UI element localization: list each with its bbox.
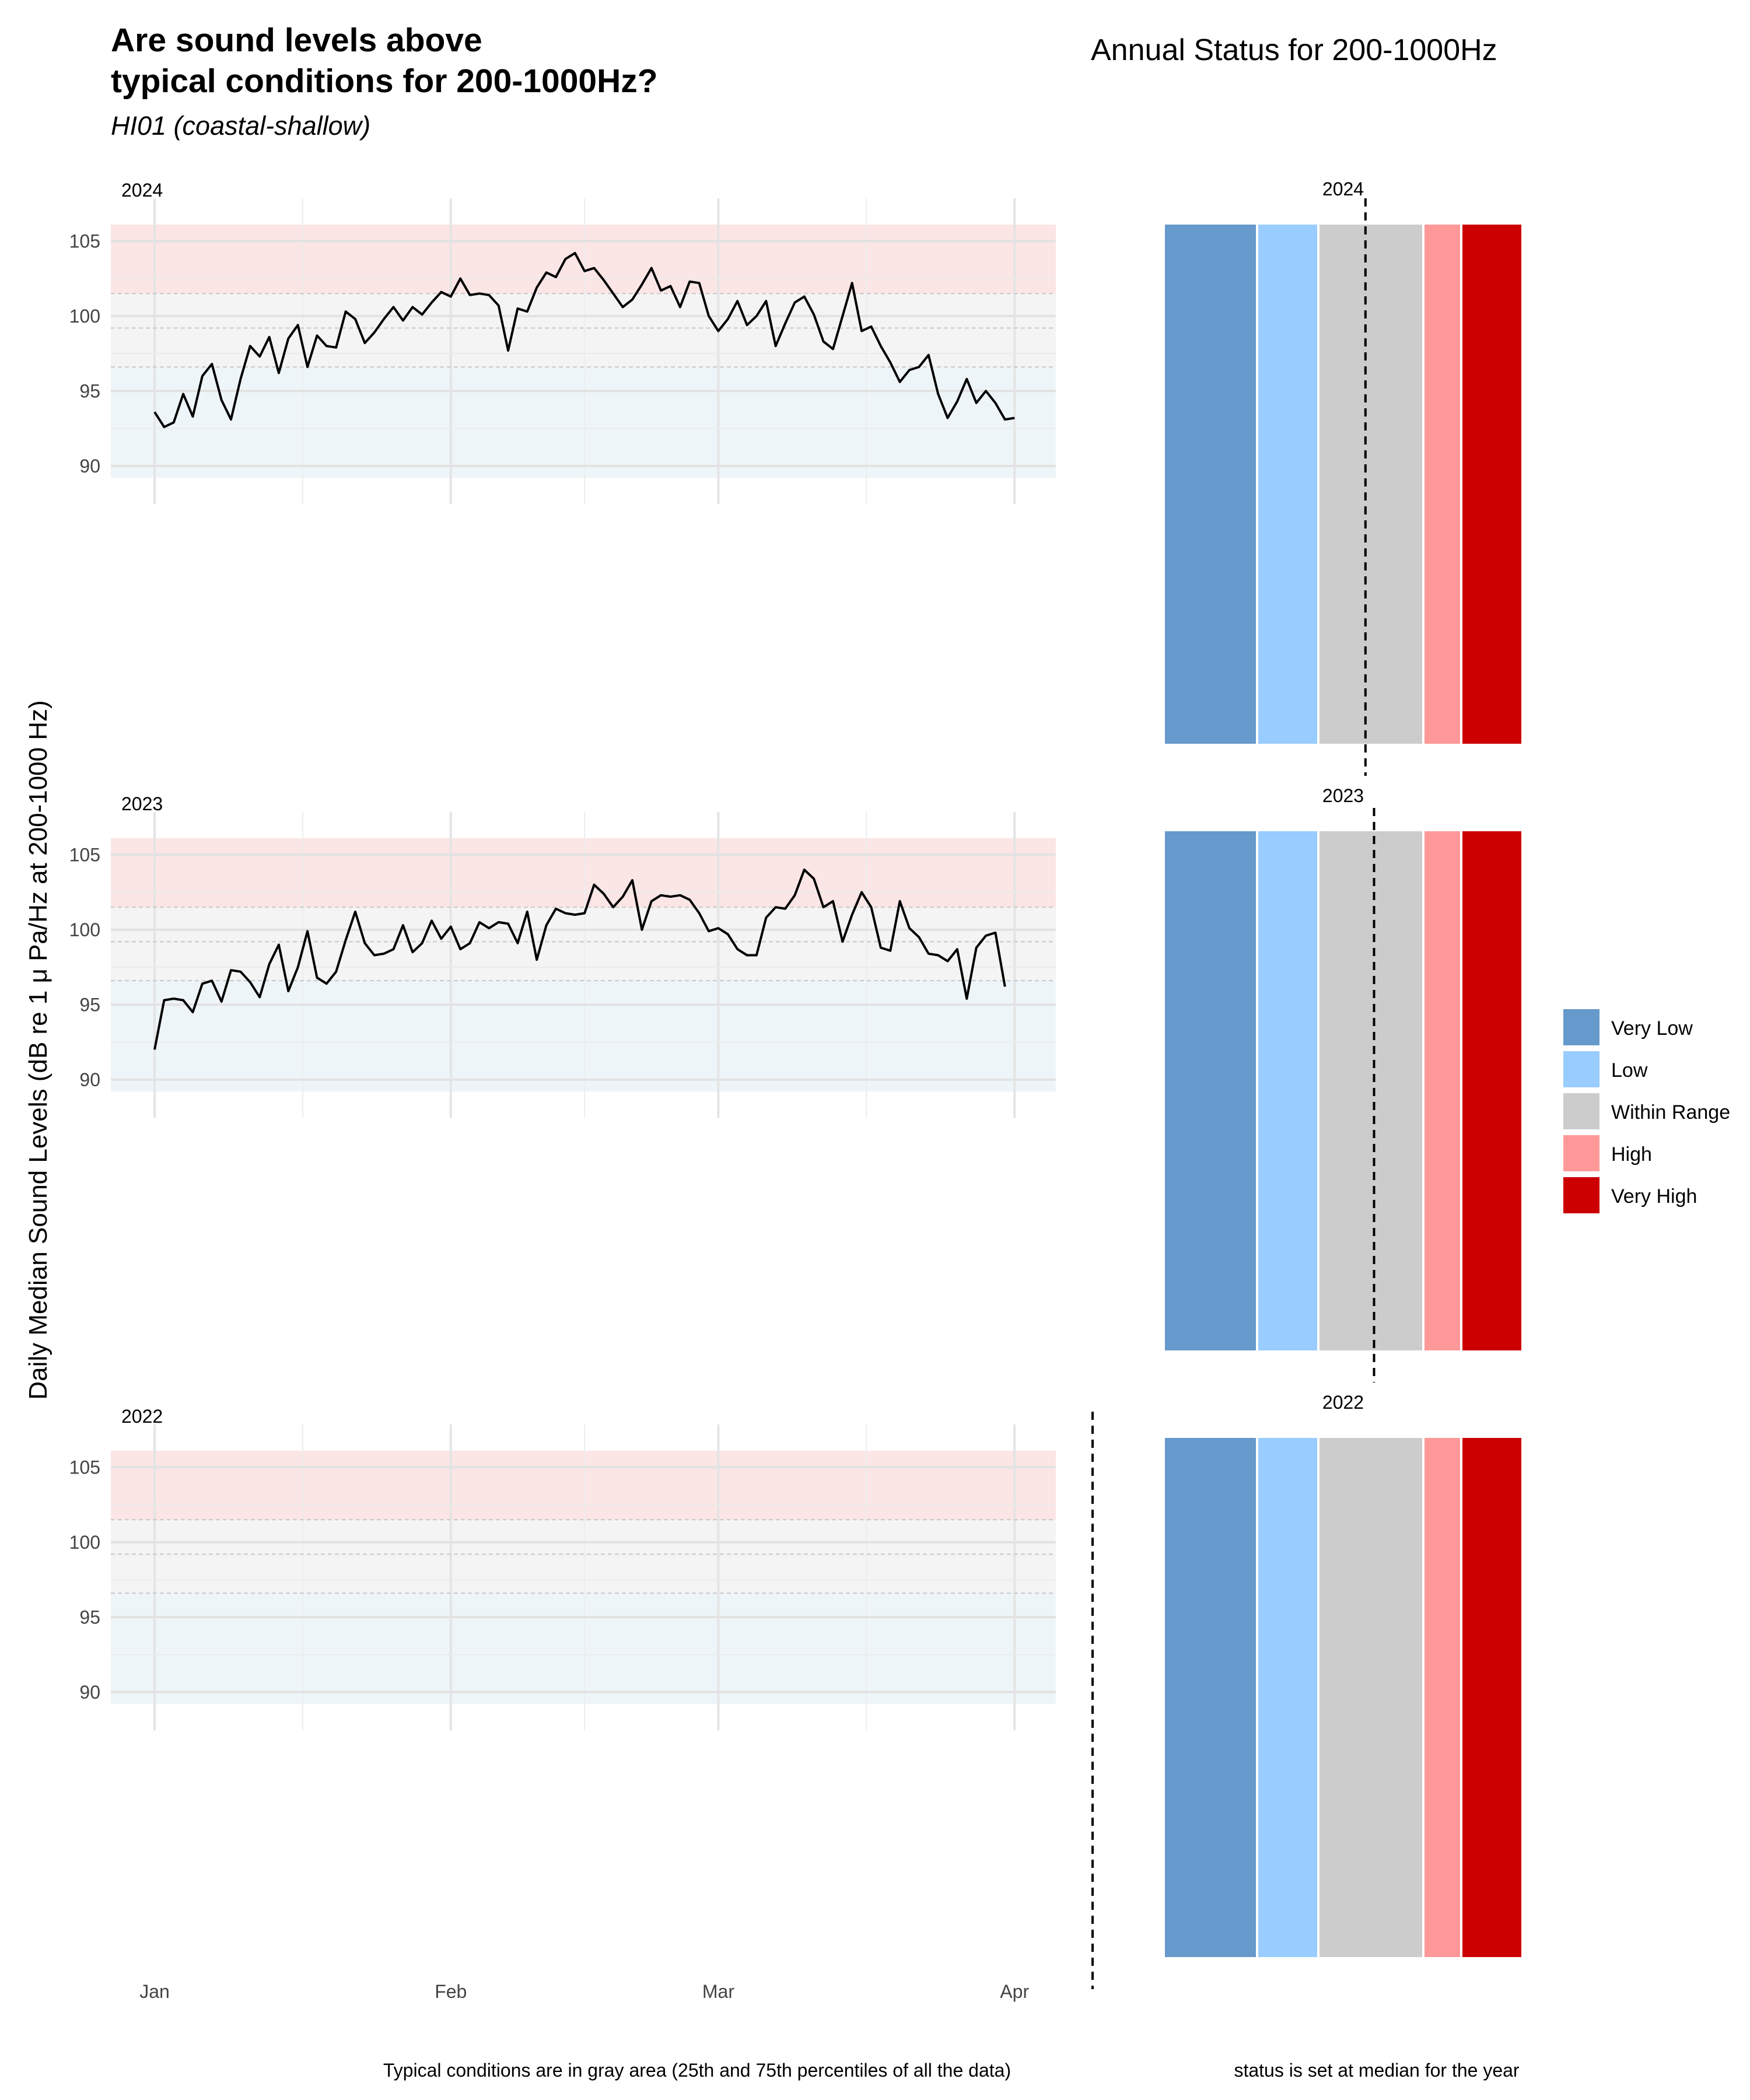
x-tick-label: Mar xyxy=(702,1981,734,2002)
y-tick-label: 100 xyxy=(69,1532,100,1553)
caption-right: status is set at median for the year xyxy=(1234,2060,1519,2081)
status-bar-high xyxy=(1424,225,1460,744)
y-tick-label: 100 xyxy=(69,919,100,940)
y-tick-label: 90 xyxy=(79,1682,100,1703)
x-tick-label: Feb xyxy=(435,1981,467,2002)
line-panel-2023 xyxy=(111,812,1056,1118)
band-low xyxy=(111,981,1056,1092)
status-bar-high xyxy=(1424,1438,1460,1957)
legend-swatch-low xyxy=(1563,1051,1600,1087)
status-panel-2024 xyxy=(1165,225,1521,744)
status-bar-low xyxy=(1258,831,1317,1350)
band-low xyxy=(111,1593,1056,1704)
chart-title: Are sound levels above typical condition… xyxy=(111,20,658,102)
legend-label-very-high: Very High xyxy=(1611,1185,1697,1208)
y-tick-label: 95 xyxy=(79,994,100,1015)
title-line-1: Are sound levels above xyxy=(111,22,482,59)
status-facet-label-2022: 2022 xyxy=(1322,1392,1364,1413)
y-tick-label: 90 xyxy=(79,456,100,477)
status-facet-label-2023: 2023 xyxy=(1322,785,1364,806)
band-low xyxy=(111,367,1056,478)
band-typical xyxy=(111,293,1056,368)
legend-label-very-low: Very Low xyxy=(1611,1017,1693,1040)
status-bar-within-range xyxy=(1320,225,1422,744)
status-bar-very-low xyxy=(1165,1438,1256,1957)
band-typical xyxy=(111,1520,1056,1594)
status-bar-very-high xyxy=(1462,1438,1521,1957)
band-typical xyxy=(111,907,1056,981)
caption-left: Typical conditions are in gray area (25t… xyxy=(383,2060,1011,2081)
status-title: Annual Status for 200-1000Hz xyxy=(1091,33,1497,67)
band-high xyxy=(111,225,1056,294)
status-bar-low xyxy=(1258,225,1317,744)
status-bar-very-high xyxy=(1462,831,1521,1350)
y-axis-label: Daily Median Sound Levels (dB re 1 μ Pa/… xyxy=(24,700,52,1399)
status-bar-very-low xyxy=(1165,831,1256,1350)
status-panel-2022 xyxy=(1165,1438,1521,1957)
status-facet-label-2024: 2024 xyxy=(1322,178,1364,200)
legend-swatch-within-range xyxy=(1563,1093,1600,1129)
line-panel-2024 xyxy=(111,198,1056,505)
status-bar-within-range xyxy=(1320,831,1422,1350)
facet-label-2024: 2024 xyxy=(121,180,163,201)
status-panel-2023 xyxy=(1165,831,1521,1350)
legend-label-low: Low xyxy=(1611,1059,1648,1082)
chart-subtitle: HI01 (coastal-shallow) xyxy=(111,111,371,141)
legend-swatch-very-high xyxy=(1563,1177,1600,1213)
x-tick-label: Apr xyxy=(1000,1981,1029,2002)
y-tick-label: 95 xyxy=(79,380,100,401)
band-high xyxy=(111,838,1056,908)
y-tick-label: 105 xyxy=(69,230,100,251)
y-tick-label: 100 xyxy=(69,306,100,327)
status-bar-very-high xyxy=(1462,225,1521,744)
y-tick-label: 105 xyxy=(69,844,100,865)
y-tick-label: 95 xyxy=(79,1606,100,1628)
series-line-2023 xyxy=(153,869,1006,1050)
band-high xyxy=(111,1451,1056,1520)
legend-label-high: High xyxy=(1611,1143,1652,1166)
legend-label-within-range: Within Range xyxy=(1611,1101,1730,1124)
status-bar-low xyxy=(1258,1438,1317,1957)
y-tick-label: 90 xyxy=(79,1069,100,1090)
title-line-2: typical conditions for 200-1000Hz? xyxy=(111,62,658,100)
facet-label-2022: 2022 xyxy=(121,1406,163,1427)
status-bar-high xyxy=(1424,831,1460,1350)
legend-swatch-very-low xyxy=(1563,1009,1600,1045)
x-tick-label: Jan xyxy=(139,1981,170,2002)
status-bar-very-low xyxy=(1165,225,1256,744)
status-bar-within-range xyxy=(1320,1438,1422,1957)
y-tick-label: 105 xyxy=(69,1457,100,1478)
line-panel-2022 xyxy=(111,1424,1056,1731)
facet-label-2023: 2023 xyxy=(121,793,163,814)
legend-swatch-high xyxy=(1563,1135,1600,1171)
